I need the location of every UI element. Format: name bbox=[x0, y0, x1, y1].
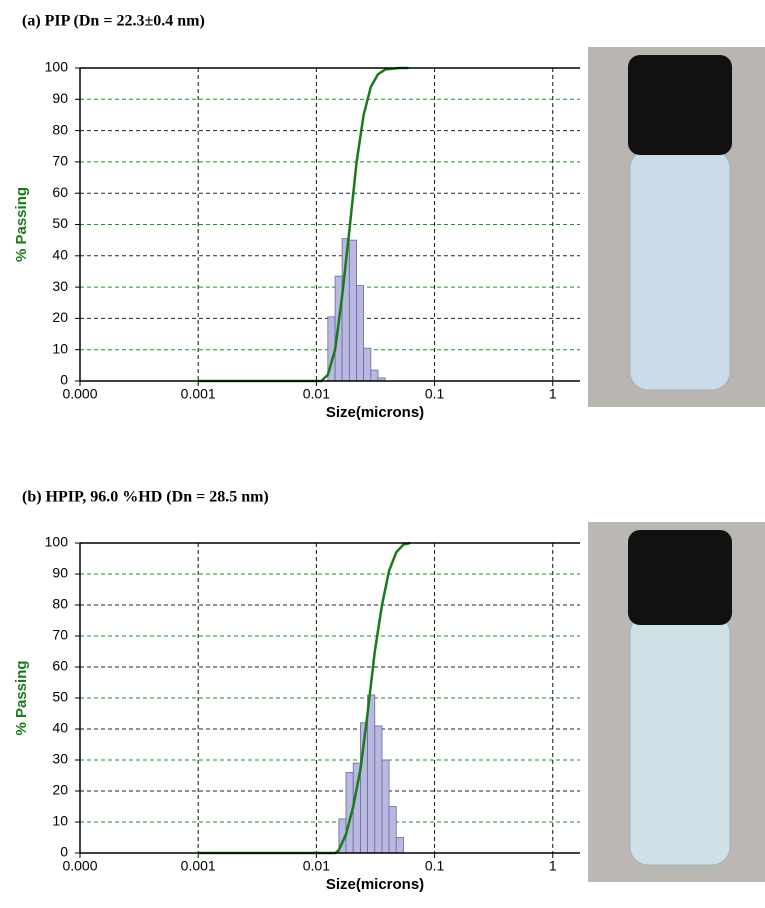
y-tick-label: 90 bbox=[52, 90, 68, 106]
histogram-bar bbox=[363, 347, 372, 382]
histogram-bar bbox=[374, 725, 383, 854]
x-tick-label: 0.000 bbox=[62, 386, 97, 402]
cumulative-line bbox=[198, 541, 411, 855]
y-tick-label: 100 bbox=[45, 59, 69, 75]
histogram-bar bbox=[388, 806, 397, 854]
y-tick-label: 80 bbox=[52, 596, 68, 612]
x-tick-label: 1 bbox=[549, 858, 557, 874]
x-tick-label: 0.01 bbox=[303, 386, 330, 402]
x-tick-label: 0.1 bbox=[425, 386, 445, 402]
y-tick-label: 0 bbox=[60, 372, 68, 388]
y-tick-label: 20 bbox=[52, 782, 68, 798]
x-tick-label: 0.001 bbox=[181, 858, 216, 874]
y-tick-label: 100 bbox=[45, 534, 69, 550]
histogram-bar bbox=[348, 239, 358, 382]
vial-cap bbox=[628, 55, 732, 155]
y-tick-label: 10 bbox=[52, 813, 68, 829]
chart-title: (b) HPIP, 96.0 %HD (Dn = 28.5 nm) bbox=[22, 489, 269, 506]
y-tick-label: 30 bbox=[52, 278, 68, 294]
y-tick-label: 40 bbox=[52, 247, 68, 263]
vial-photo bbox=[588, 47, 765, 407]
y-tick-label: 60 bbox=[52, 184, 68, 200]
y-axis-label: % Passing bbox=[13, 660, 30, 735]
cumulative-line bbox=[198, 66, 409, 383]
y-tick-label: 0 bbox=[60, 844, 68, 860]
x-tick-label: 0.001 bbox=[181, 386, 216, 402]
histogram-bar bbox=[395, 837, 404, 854]
chart-panel: (a) PIP (Dn = 22.3±0.4 nm) 0 10 20 30 40 50 60 7… bbox=[13, 13, 580, 421]
x-axis-label: Size(microns) bbox=[326, 404, 424, 421]
y-tick-label: 50 bbox=[52, 689, 68, 705]
x-axis-label: Size(microns) bbox=[326, 876, 424, 893]
x-tick-label: 1 bbox=[549, 386, 557, 402]
vial-photo bbox=[588, 522, 765, 882]
histogram-bar bbox=[367, 694, 376, 854]
y-tick-label: 20 bbox=[52, 309, 68, 325]
x-tick-label: 0.000 bbox=[62, 858, 97, 874]
x-tick-label: 0.01 bbox=[303, 858, 330, 874]
y-tick-label: 80 bbox=[52, 121, 68, 137]
y-tick-label: 10 bbox=[52, 340, 68, 356]
vial-cap bbox=[628, 530, 732, 625]
y-axis-label: % Passing bbox=[13, 187, 30, 262]
y-tick-label: 30 bbox=[52, 751, 68, 767]
y-tick-label: 40 bbox=[52, 720, 68, 736]
y-tick-label: 60 bbox=[52, 658, 68, 674]
y-tick-label: 70 bbox=[52, 153, 68, 169]
vial-body bbox=[629, 614, 731, 866]
chart-panel: (b) HPIP, 96.0 %HD (Dn = 28.5 nm) 0 10 20 30… bbox=[13, 489, 580, 893]
vial-body bbox=[629, 149, 731, 391]
y-tick-label: 50 bbox=[52, 215, 68, 231]
x-tick-label: 0.1 bbox=[425, 858, 445, 874]
histogram-bar bbox=[370, 369, 379, 382]
histogram-bar bbox=[381, 759, 390, 854]
chart-title: (a) PIP (Dn = 22.3±0.4 nm) bbox=[22, 13, 205, 30]
histogram-bar bbox=[356, 285, 365, 382]
y-tick-label: 70 bbox=[52, 627, 68, 643]
y-tick-label: 90 bbox=[52, 565, 68, 581]
